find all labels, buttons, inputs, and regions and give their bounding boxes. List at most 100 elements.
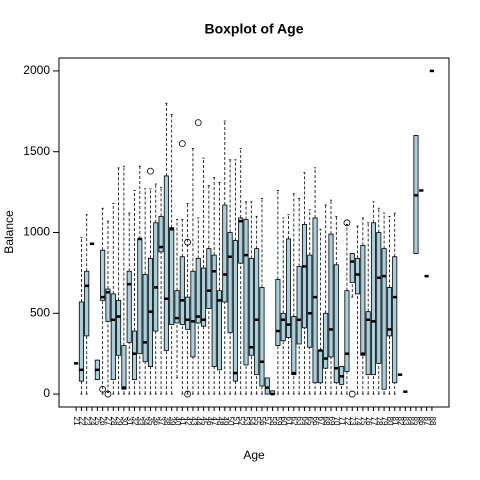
x-tick-label: 45 xyxy=(199,417,208,426)
y-tick-label: 500 xyxy=(30,305,50,319)
x-tick-label: 43 xyxy=(189,417,198,426)
box xyxy=(254,248,260,376)
x-tick-label: 26 xyxy=(99,417,108,426)
box xyxy=(201,267,207,327)
box xyxy=(100,249,106,301)
x-tick-label: 31 xyxy=(125,417,134,426)
x-tick-label: 61 xyxy=(284,417,293,426)
box xyxy=(195,257,201,324)
x-tick-label: 21 xyxy=(72,417,81,426)
x-tick-label: 83 xyxy=(401,417,410,426)
outlier xyxy=(343,219,351,227)
x-tick-label: 46 xyxy=(205,417,214,426)
box xyxy=(169,227,175,325)
x-tick-label: 67 xyxy=(316,417,325,426)
x-tick-label: 70 xyxy=(332,417,341,426)
outlier xyxy=(147,167,154,175)
outlier xyxy=(348,390,356,398)
box xyxy=(211,254,217,368)
box xyxy=(376,232,382,364)
box xyxy=(216,290,223,371)
box xyxy=(312,217,318,384)
box xyxy=(280,312,286,342)
x-tick-label: 28 xyxy=(109,417,118,426)
box xyxy=(153,222,159,332)
box xyxy=(349,253,355,283)
x-tick-label: 86 xyxy=(417,417,426,426)
box xyxy=(333,264,339,384)
y-tick-label: 0 xyxy=(43,386,50,400)
x-tick-label: 87 xyxy=(422,417,431,426)
box xyxy=(275,278,281,347)
outlier xyxy=(178,140,186,148)
outlier xyxy=(99,385,107,393)
x-tick-label: 80 xyxy=(385,417,394,426)
x-tick-label: 47 xyxy=(210,417,219,426)
box xyxy=(296,266,302,345)
box xyxy=(328,233,334,358)
x-tick-label: 65 xyxy=(306,417,315,426)
x-tick-label: 74 xyxy=(353,417,362,426)
x-tick-label: 34 xyxy=(141,417,150,426)
box xyxy=(158,215,164,253)
x-tick-label: 52 xyxy=(237,417,246,426)
x-tick-label: 41 xyxy=(178,417,187,426)
box xyxy=(259,287,265,387)
box xyxy=(206,248,212,309)
box xyxy=(121,345,127,390)
x-tick-label: 84 xyxy=(407,417,416,426)
box xyxy=(116,299,122,356)
box xyxy=(137,238,143,355)
box xyxy=(84,270,90,337)
box xyxy=(126,270,132,343)
box xyxy=(78,301,84,382)
x-tick-label: 29 xyxy=(114,417,123,426)
x-tick-label: 22 xyxy=(77,417,86,426)
x-tick-label: 73 xyxy=(348,417,357,426)
x-tick-label: 76 xyxy=(364,417,373,426)
box xyxy=(291,316,297,376)
y-axis-label: Balance xyxy=(2,210,16,254)
x-axis-label: Age xyxy=(243,448,265,462)
box xyxy=(285,238,292,338)
x-tick-label: 79 xyxy=(380,417,389,426)
x-tick-label: 88 xyxy=(428,417,437,426)
box xyxy=(110,293,116,380)
box xyxy=(227,232,233,334)
x-tick-label: 64 xyxy=(300,417,309,426)
x-tick-label: 69 xyxy=(327,417,336,426)
x-tick-label: 59 xyxy=(274,417,283,426)
x-tick-label: 71 xyxy=(338,417,347,426)
box xyxy=(301,224,307,329)
box xyxy=(344,290,350,372)
box xyxy=(365,311,371,376)
box xyxy=(163,175,169,351)
outlier xyxy=(104,390,112,398)
chart-title: Boxplot of Age xyxy=(204,21,303,37)
box xyxy=(323,312,329,369)
box xyxy=(360,245,366,356)
box xyxy=(317,350,323,384)
box xyxy=(131,330,138,380)
x-tick-label: 40 xyxy=(173,417,182,426)
outlier xyxy=(194,119,202,127)
box xyxy=(232,240,238,382)
x-tick-label: 56 xyxy=(258,417,267,426)
x-tick-label: 36 xyxy=(152,417,161,426)
box xyxy=(222,204,228,303)
box xyxy=(370,222,377,376)
x-tick-label: 30 xyxy=(120,417,129,426)
box xyxy=(105,288,111,322)
x-tick-label: 72 xyxy=(343,417,352,426)
x-tick-label: 51 xyxy=(231,417,240,426)
y-tick-label: 2000 xyxy=(23,63,50,77)
x-tick-label: 23 xyxy=(83,417,92,426)
x-tick-label: 37 xyxy=(157,417,166,426)
x-tick-label: 44 xyxy=(194,417,203,426)
x-tick-label: 60 xyxy=(279,417,288,426)
box xyxy=(142,274,148,363)
x-tick-label: 85 xyxy=(412,417,421,426)
box xyxy=(381,248,387,390)
box xyxy=(179,256,185,325)
